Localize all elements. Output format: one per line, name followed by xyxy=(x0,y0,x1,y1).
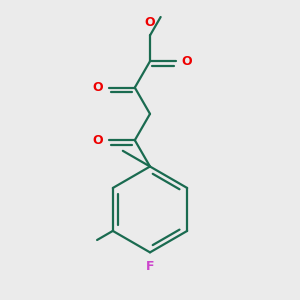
Text: F: F xyxy=(146,260,154,273)
Text: O: O xyxy=(92,81,103,94)
Text: O: O xyxy=(182,55,192,68)
Text: O: O xyxy=(92,134,103,147)
Text: O: O xyxy=(145,16,155,29)
